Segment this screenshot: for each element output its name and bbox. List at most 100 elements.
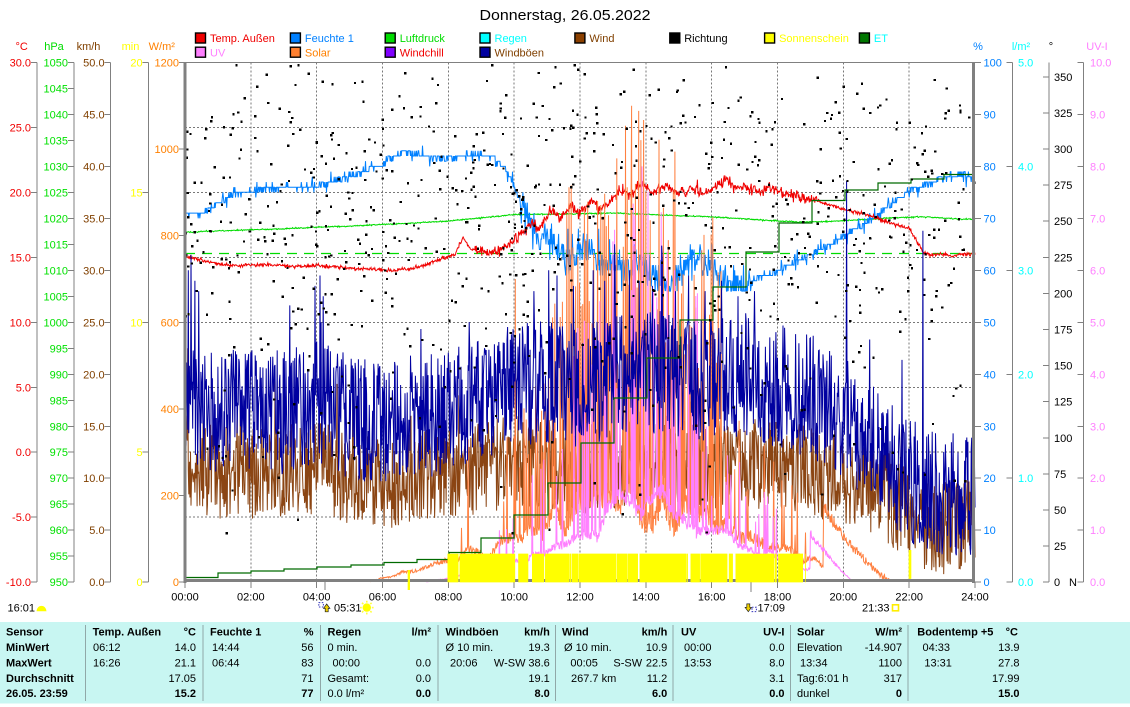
svg-text:13:31: 13:31 xyxy=(924,658,952,670)
svg-text:50: 50 xyxy=(984,317,996,329)
svg-text:Luftdruck: Luftdruck xyxy=(400,33,446,45)
svg-text:Bodentemp +5: Bodentemp +5 xyxy=(917,626,993,638)
svg-text:38.6: 38.6 xyxy=(528,658,549,670)
svg-text:1005: 1005 xyxy=(44,291,68,303)
svg-text:15: 15 xyxy=(130,187,142,199)
svg-text:hPa: hPa xyxy=(44,41,64,53)
svg-text:5.0: 5.0 xyxy=(1018,57,1033,69)
svg-text:l/m²: l/m² xyxy=(1012,41,1031,53)
svg-text:00:05: 00:05 xyxy=(570,658,598,670)
svg-text:300: 300 xyxy=(1054,144,1072,156)
svg-text:Ø 10 min.: Ø 10 min. xyxy=(564,642,612,654)
svg-text:150: 150 xyxy=(1054,361,1072,373)
svg-text:Solar: Solar xyxy=(797,626,825,638)
svg-text:15.0: 15.0 xyxy=(998,688,1019,700)
svg-text:100: 100 xyxy=(984,57,1002,69)
svg-text:975: 975 xyxy=(50,447,68,459)
svg-text:°C: °C xyxy=(16,41,28,53)
svg-text:24:00: 24:00 xyxy=(961,592,989,604)
svg-text:955: 955 xyxy=(50,551,68,563)
svg-text:14.0: 14.0 xyxy=(175,642,196,654)
svg-text:17.99: 17.99 xyxy=(992,673,1020,685)
svg-text:250: 250 xyxy=(1054,216,1072,228)
svg-text:1010: 1010 xyxy=(44,265,68,277)
svg-text:175: 175 xyxy=(1054,325,1072,337)
svg-text:10:00: 10:00 xyxy=(500,592,528,604)
svg-text:°: ° xyxy=(1049,41,1053,53)
svg-text:3.1: 3.1 xyxy=(769,673,784,685)
svg-text:16:01: 16:01 xyxy=(8,603,36,615)
svg-text:27.8: 27.8 xyxy=(998,658,1019,670)
svg-text:10: 10 xyxy=(130,317,142,329)
svg-text:30: 30 xyxy=(984,421,996,433)
svg-text:Temp. Außen: Temp. Außen xyxy=(93,626,162,638)
svg-text:1015: 1015 xyxy=(44,239,68,251)
svg-text:UV-I: UV-I xyxy=(763,626,784,638)
svg-text:985: 985 xyxy=(50,395,68,407)
svg-text:10.0: 10.0 xyxy=(1090,57,1111,69)
svg-text:40: 40 xyxy=(984,369,996,381)
svg-text:12:00: 12:00 xyxy=(566,592,594,604)
svg-text:0.0: 0.0 xyxy=(416,673,431,685)
svg-text:1100: 1100 xyxy=(878,658,902,670)
svg-text:1030: 1030 xyxy=(44,161,68,173)
svg-text:77: 77 xyxy=(301,688,313,700)
svg-text:18:00: 18:00 xyxy=(764,592,792,604)
svg-text:5.0: 5.0 xyxy=(1090,317,1105,329)
svg-text:Feuchte 1: Feuchte 1 xyxy=(210,626,261,638)
svg-text:ET: ET xyxy=(874,33,888,45)
svg-text:990: 990 xyxy=(50,369,68,381)
svg-text:30.0: 30.0 xyxy=(10,57,31,69)
svg-text:14:00: 14:00 xyxy=(632,592,660,604)
svg-text:200: 200 xyxy=(1054,288,1072,300)
svg-text:13:34: 13:34 xyxy=(800,658,828,670)
svg-text:100: 100 xyxy=(1054,433,1072,445)
svg-text:Windböen: Windböen xyxy=(446,626,499,638)
svg-text:980: 980 xyxy=(50,421,68,433)
svg-text:W/m²: W/m² xyxy=(149,41,176,53)
svg-text:06:44: 06:44 xyxy=(212,658,240,670)
svg-text:75: 75 xyxy=(1054,469,1066,481)
svg-text:Donnerstag, 26.05.2022: Donnerstag, 26.05.2022 xyxy=(480,7,651,24)
svg-text:-10.0: -10.0 xyxy=(6,577,31,589)
svg-text:dunkel: dunkel xyxy=(797,688,829,700)
svg-text:Tag:6:01 h: Tag:6:01 h xyxy=(797,673,848,685)
svg-text:4.0: 4.0 xyxy=(1090,369,1105,381)
svg-text:6.0: 6.0 xyxy=(652,688,667,700)
svg-text:56: 56 xyxy=(301,642,313,654)
svg-text:05:31: 05:31 xyxy=(334,603,362,615)
svg-text:W/m²: W/m² xyxy=(875,626,902,638)
svg-text:Gesamt:: Gesamt: xyxy=(328,673,370,685)
svg-text:400: 400 xyxy=(161,404,179,416)
svg-text:70: 70 xyxy=(984,213,996,225)
svg-text:UV: UV xyxy=(681,626,697,638)
svg-text:45.0: 45.0 xyxy=(83,109,104,121)
svg-text:0.0: 0.0 xyxy=(416,688,431,700)
svg-text:Windchill: Windchill xyxy=(400,47,444,59)
svg-text:0: 0 xyxy=(136,577,142,589)
svg-text:MaxWert: MaxWert xyxy=(6,658,52,670)
svg-text:0: 0 xyxy=(173,577,179,589)
svg-text:Wind: Wind xyxy=(589,33,614,45)
svg-text:20:06: 20:06 xyxy=(450,658,478,670)
svg-text:10.9: 10.9 xyxy=(646,642,667,654)
svg-text:25: 25 xyxy=(1054,541,1066,553)
svg-text:0 min.: 0 min. xyxy=(328,642,358,654)
svg-text:20:00: 20:00 xyxy=(830,592,858,604)
svg-text:-14.907: -14.907 xyxy=(865,642,902,654)
svg-text:225: 225 xyxy=(1054,252,1072,264)
svg-text:0.0: 0.0 xyxy=(769,642,784,654)
svg-text:19.3: 19.3 xyxy=(528,642,549,654)
svg-text:%: % xyxy=(304,626,314,638)
svg-text:10: 10 xyxy=(984,525,996,537)
svg-text:Feuchte 1: Feuchte 1 xyxy=(305,33,354,45)
svg-text:16:00: 16:00 xyxy=(698,592,726,604)
svg-text:1040: 1040 xyxy=(44,109,68,121)
svg-text:06:00: 06:00 xyxy=(369,592,397,604)
svg-text:15.0: 15.0 xyxy=(83,421,104,433)
svg-text:21:33: 21:33 xyxy=(862,603,890,615)
svg-text:1000: 1000 xyxy=(155,144,179,156)
svg-text:21.1: 21.1 xyxy=(175,658,196,670)
svg-text:08:00: 08:00 xyxy=(435,592,463,604)
svg-text:1.0: 1.0 xyxy=(1018,473,1033,485)
